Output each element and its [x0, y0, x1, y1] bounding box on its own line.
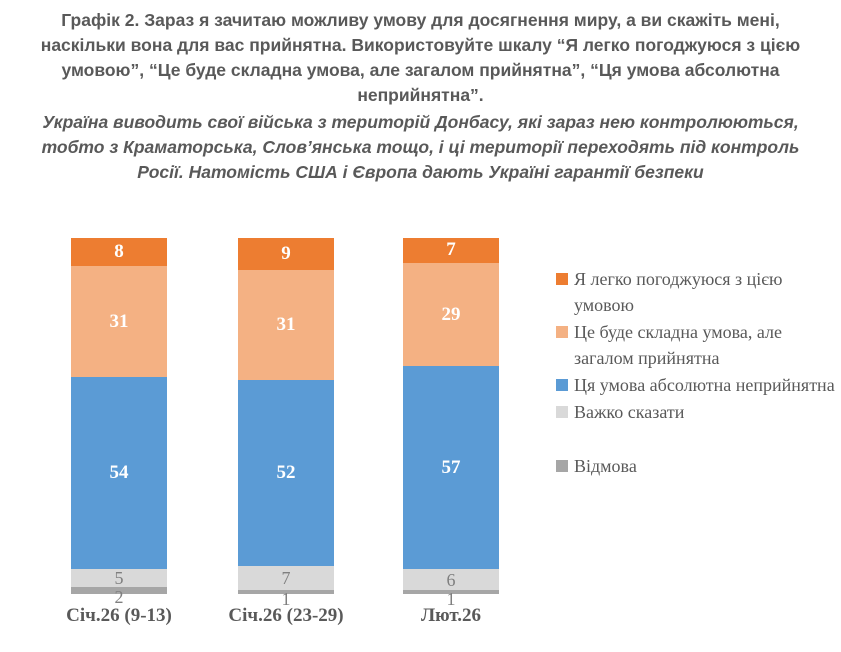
bar-segment: 8 [71, 238, 167, 267]
bar-segment: 9 [238, 238, 334, 271]
bar-segment: 54 [71, 376, 167, 570]
bar-segment: 1 [238, 589, 334, 609]
bar-segment: 31 [71, 266, 167, 377]
chart-legend: Я легко погоджуюся з цією умовою Це буде … [556, 266, 838, 480]
bar-value-label: 52 [276, 461, 296, 483]
bar-value-label: 8 [114, 241, 124, 263]
category-label: Лют.26 [420, 605, 482, 626]
bar-segment: 29 [403, 262, 499, 367]
bar-value-label: 1 [446, 589, 456, 610]
legend-label: Це буде складна умова, але загалом прийн… [574, 322, 782, 368]
chart-title: Графік 2. Зараз я зачитаю можливу умову … [40, 10, 801, 105]
legend-item: Це буде складна умова, але загалом прийн… [556, 319, 838, 371]
bar-segment: 52 [238, 380, 334, 566]
legend-label: Відмова [574, 456, 637, 476]
bar-value-label: 1 [281, 589, 291, 610]
bar-value-label: 6 [446, 569, 456, 590]
bar-value-label: 29 [441, 303, 461, 325]
bar-segment: 1 [403, 589, 499, 609]
bar-value-label: 57 [441, 456, 461, 478]
legend-swatch [556, 273, 568, 285]
bar-value-label: 9 [281, 243, 291, 265]
chart-subtitle: Україна виводить свої війська з територі… [41, 112, 800, 182]
legend-swatch [556, 460, 568, 472]
legend-swatch [556, 406, 568, 418]
bar-column-1: 8 31 54 5 2 [71, 238, 167, 607]
bar-segment: 6 [403, 569, 499, 591]
bar-value-label: 2 [114, 587, 124, 608]
legend-label: Ця умова абсолютна неприйнятна [574, 375, 835, 395]
bar-value-label: 54 [109, 461, 129, 483]
category-label: Січ.26 (9-13) [66, 605, 172, 626]
category-label: Січ.26 (23-29) [228, 605, 344, 626]
bar-value-label: 7 [446, 239, 456, 261]
bar-value-label: 31 [276, 314, 296, 336]
bar-segment: 57 [403, 366, 499, 570]
bar-segment: 5 [71, 567, 167, 588]
bar-segment: 2 [71, 586, 167, 607]
legend-label: Я легко погоджуюся з цією умовою [574, 269, 783, 315]
plot-area: 8 31 54 5 2 Січ.26 (9-13) 9 31 52 7 1 Січ.26 (23-29… [0, 237, 545, 652]
legend-swatch [556, 326, 568, 338]
bar-segment: 7 [238, 565, 334, 591]
bar-segment: 7 [403, 238, 499, 263]
legend-item: Важко сказати [556, 399, 838, 425]
bar-value-label: 5 [114, 567, 124, 588]
bar-segment: 31 [238, 270, 334, 381]
legend-item: Я легко погоджуюся з цією умовою [556, 266, 838, 318]
legend-label: Важко сказати [574, 402, 685, 422]
bar-value-label: 7 [281, 567, 291, 588]
legend-swatch [556, 379, 568, 391]
legend-item: Ця умова абсолютна неприйнятна [556, 372, 838, 398]
bar-column-2: 9 31 52 7 1 [238, 238, 334, 609]
legend-item: Відмова [556, 453, 838, 479]
stacked-bar-chart: 8 31 54 5 2 Січ.26 (9-13) 9 31 52 7 1 Січ.26 (23-29… [0, 237, 841, 652]
bar-column-3: 7 29 57 6 1 [403, 238, 499, 609]
bar-value-label: 31 [109, 310, 129, 332]
